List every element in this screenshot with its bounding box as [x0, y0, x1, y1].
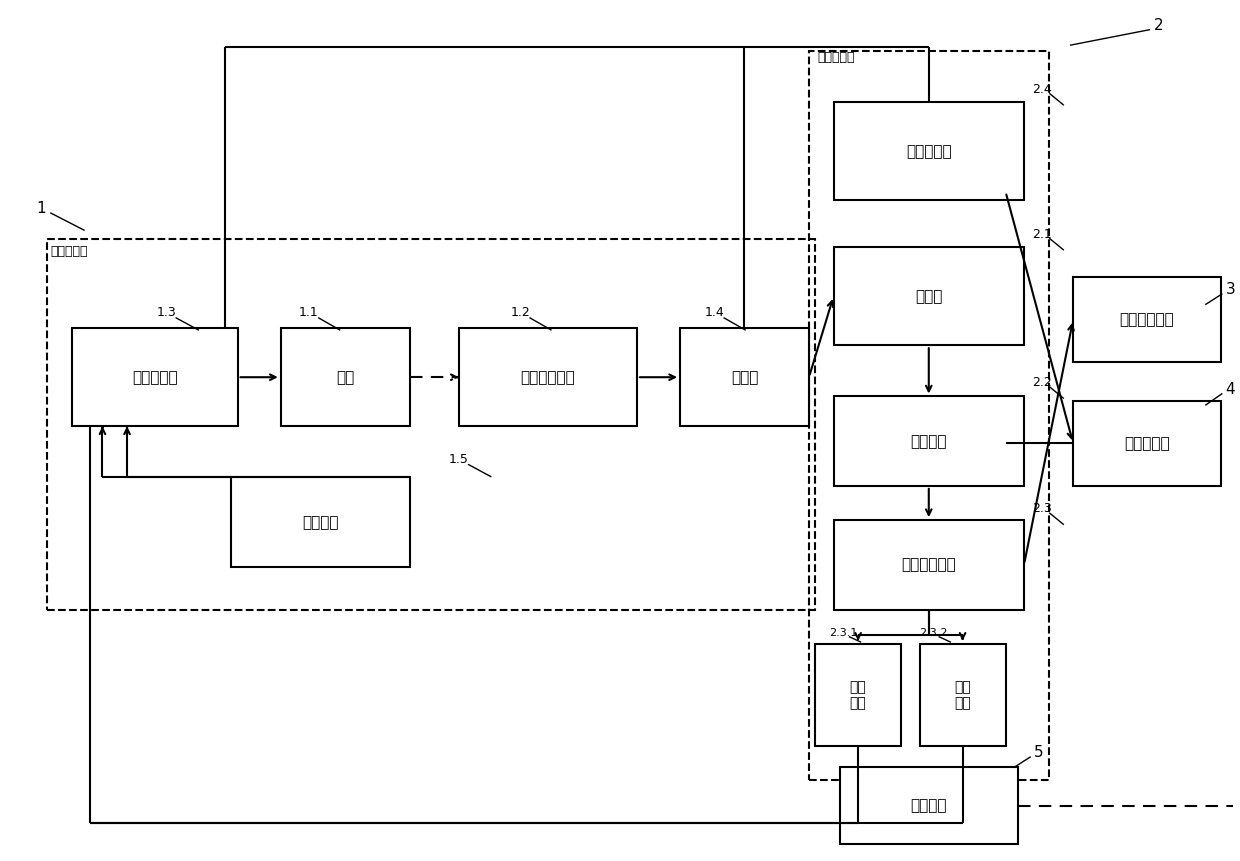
Bar [839, 767, 1018, 844]
Text: 2.2: 2.2 [1033, 376, 1053, 389]
Text: 1: 1 [36, 201, 46, 216]
Text: 2.3.2: 2.3.2 [919, 628, 947, 638]
Text: 数据采集终端: 数据采集终端 [901, 557, 956, 573]
Text: 云数据中心: 云数据中心 [1123, 436, 1169, 451]
Bar [833, 396, 1024, 486]
Text: 逆变控制柜: 逆变控制柜 [817, 51, 856, 64]
Text: 控制开关: 控制开关 [910, 434, 947, 449]
Text: 1.2: 1.2 [511, 307, 531, 319]
Text: 4: 4 [1225, 382, 1235, 397]
Text: 2: 2 [1154, 18, 1164, 33]
Text: 逆变器: 逆变器 [915, 288, 942, 304]
Text: 2.3: 2.3 [1033, 503, 1053, 516]
Text: 汇流盒: 汇流盒 [730, 369, 758, 385]
Bar [459, 328, 637, 426]
Text: 1.3: 1.3 [156, 307, 176, 319]
Bar [808, 51, 1049, 780]
Bar [833, 247, 1024, 345]
Bar [280, 328, 409, 426]
Text: 太阳能电池板: 太阳能电池板 [521, 369, 575, 385]
Text: 手势感应器: 手势感应器 [906, 144, 951, 158]
Bar [47, 238, 815, 610]
Bar [833, 520, 1024, 610]
Text: 3: 3 [1225, 282, 1235, 297]
Bar [680, 328, 808, 426]
Text: 遥控
模块: 遥控 模块 [849, 679, 867, 710]
Text: 2.3.1: 2.3.1 [830, 628, 858, 638]
Text: 网络
模块: 网络 模块 [955, 679, 971, 710]
Text: 窗叶: 窗叶 [336, 369, 355, 385]
Text: 2.1: 2.1 [1033, 228, 1053, 241]
Bar [232, 477, 409, 567]
Text: 5: 5 [1034, 746, 1044, 760]
Bar [1073, 277, 1220, 362]
Text: 总动力装置: 总动力装置 [131, 369, 177, 385]
Text: 2.4: 2.4 [1033, 83, 1053, 96]
Text: 1.1: 1.1 [299, 307, 319, 319]
Bar [833, 102, 1024, 201]
Bar [1073, 400, 1220, 486]
Text: 1.4: 1.4 [704, 307, 724, 319]
Text: 用户用电设备: 用户用电设备 [1120, 313, 1174, 327]
Text: 光传感器: 光传感器 [303, 515, 339, 530]
Bar [815, 644, 901, 746]
Text: 百叶窗系统: 百叶窗系统 [51, 245, 88, 258]
Bar [72, 328, 238, 426]
Text: 1.5: 1.5 [449, 453, 469, 466]
Text: 用户手机: 用户手机 [910, 798, 947, 813]
Bar [920, 644, 1006, 746]
